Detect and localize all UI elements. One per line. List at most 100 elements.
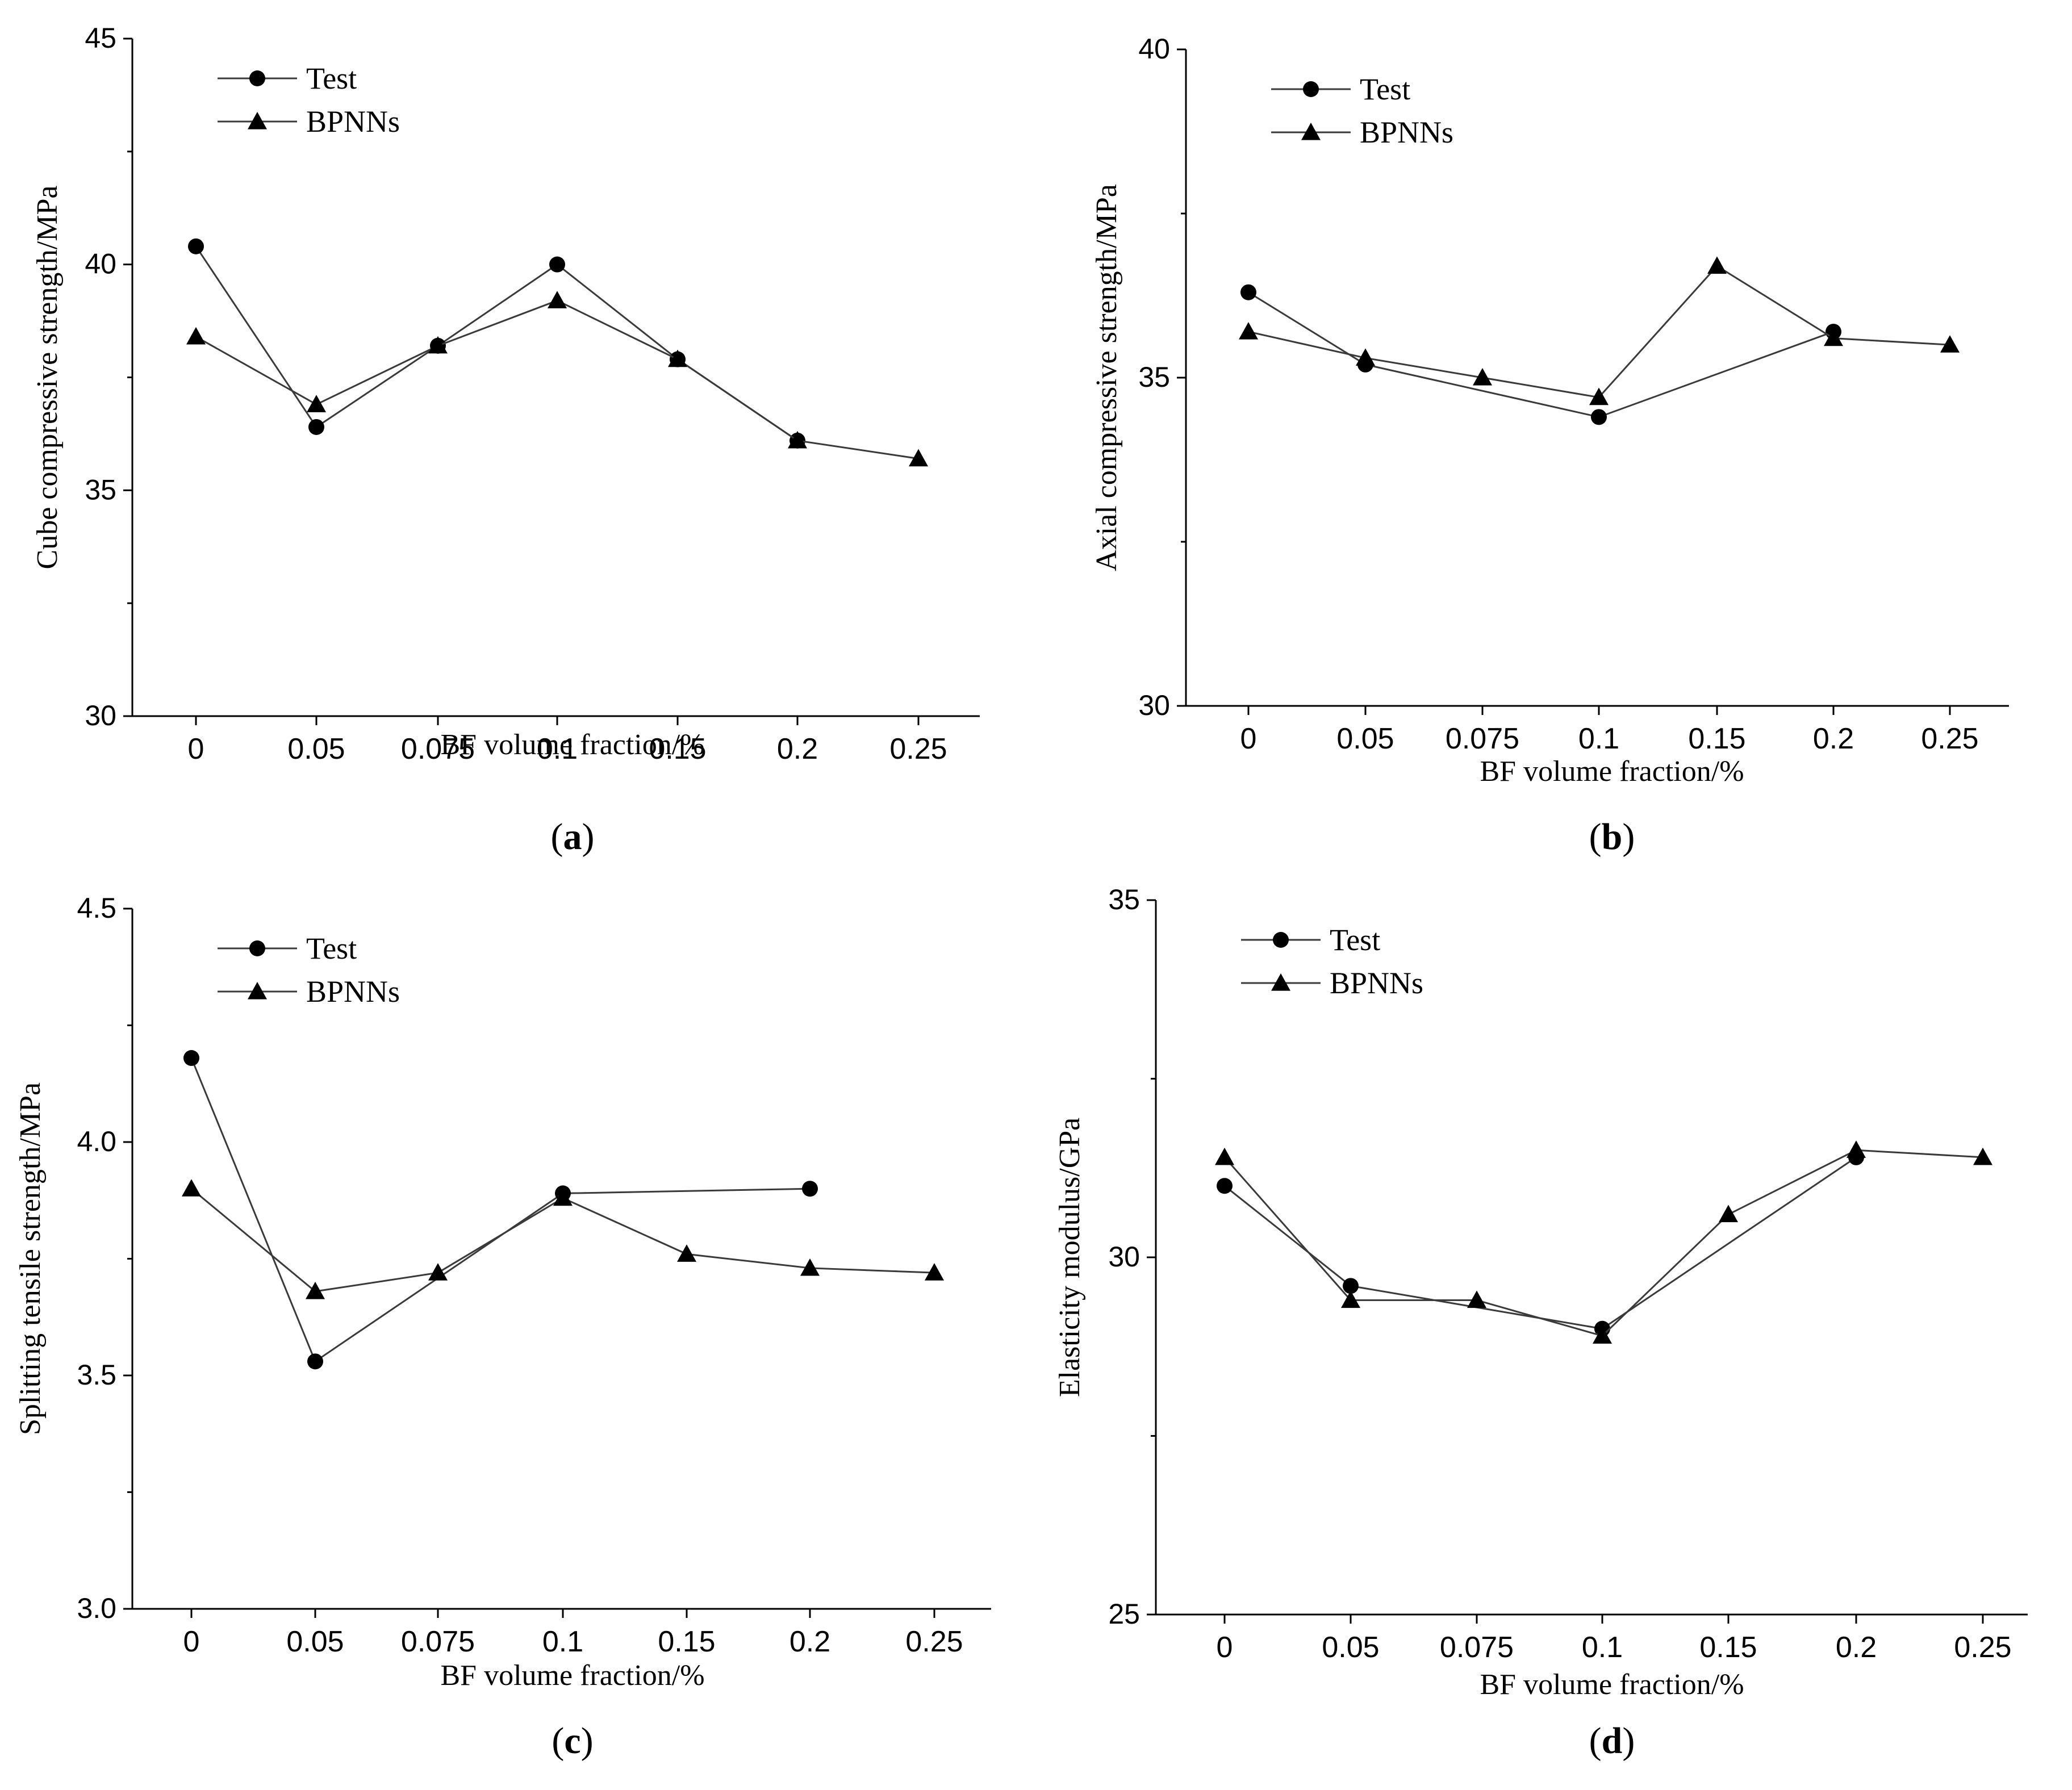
- x-tick-label: 0.2: [1813, 722, 1854, 755]
- data-point-triangle: [1341, 1290, 1360, 1308]
- legend: Test BPNNs: [1271, 72, 1453, 149]
- data-point-circle: [188, 238, 204, 254]
- legend-label: Test: [306, 931, 357, 965]
- y-tick-label: 30: [1138, 689, 1170, 721]
- x-tick-label: 0.05: [1336, 722, 1394, 755]
- y-tick-label: 35: [85, 474, 116, 505]
- x-tick-label: 0.1: [1582, 1631, 1623, 1664]
- x-axis-title: BF volume fraction/%: [1480, 755, 1744, 788]
- data-point-triangle: [1593, 1326, 1612, 1344]
- y-axis-title: Elasticity modulus/GPa: [1054, 1118, 1086, 1398]
- panel-label: (a): [551, 816, 595, 858]
- y-tick-label: 4.0: [77, 1126, 116, 1157]
- chart-panel-c: 3.0 3.5 4.0 4.5 0 0.05 0.075 0.1 0.15 0.2 0.25 BF v…: [14, 892, 991, 1762]
- data-point-circle: [308, 419, 324, 435]
- x-tick-label: 0.2: [789, 1625, 830, 1658]
- legend-label: BPNNs: [1330, 966, 1423, 1000]
- legend-circle-marker: [249, 940, 265, 956]
- legend-label: Test: [1330, 923, 1380, 957]
- series-bpnns: [186, 291, 928, 467]
- x-tick-label: 0.1: [537, 733, 578, 766]
- data-point-circle: [307, 1353, 323, 1370]
- data-point-triangle: [553, 1188, 573, 1206]
- legend-label: BPNNs: [306, 975, 400, 1009]
- panel-label: (b): [1589, 816, 1635, 858]
- y-tick-label: 30: [1108, 1241, 1140, 1273]
- x-tick-label: 0.15: [1699, 1631, 1757, 1664]
- x-axis-title: BF volume fraction/%: [440, 1659, 704, 1692]
- data-point-triangle: [677, 1244, 696, 1262]
- panel-label: (c): [552, 1720, 593, 1762]
- data-point-triangle: [668, 349, 687, 367]
- x-tick-label: 0.2: [1836, 1631, 1877, 1664]
- x-tick-label: 0.1: [1578, 722, 1619, 755]
- y-axis-title: Splitting tensile strength/MPa: [14, 1082, 47, 1435]
- y-axis-title: Cube compressive strength/MPa: [31, 186, 64, 570]
- data-point-triangle: [306, 1282, 325, 1299]
- data-point-triangle: [1707, 256, 1727, 274]
- data-point-circle: [1591, 409, 1607, 425]
- legend-circle-marker: [1273, 932, 1289, 948]
- x-tick-label: 0.15: [649, 733, 706, 766]
- legend-circle-marker: [249, 70, 265, 86]
- x-tick-label: 0: [183, 1625, 200, 1658]
- data-point-triangle: [428, 336, 448, 354]
- x-tick-label: 0.15: [1688, 722, 1745, 755]
- legend-circle-marker: [1303, 81, 1319, 97]
- x-axis-title: BF volume fraction/%: [440, 729, 704, 761]
- x-tick-label: 0.075: [401, 1625, 475, 1658]
- x-tick-label: 0.25: [1954, 1631, 2011, 1664]
- y-tick-label: 40: [1138, 33, 1170, 65]
- x-tick-label: 0: [1240, 722, 1257, 755]
- legend-triangle-marker: [1271, 973, 1290, 991]
- x-tick-label: 0.15: [658, 1625, 715, 1658]
- y-tick-label: 40: [85, 248, 116, 280]
- data-point-circle: [1343, 1278, 1359, 1294]
- data-point-triangle: [909, 449, 928, 467]
- data-point-circle: [802, 1181, 818, 1197]
- data-point-triangle: [186, 327, 206, 345]
- data-point-triangle: [1824, 328, 1843, 346]
- data-point-triangle: [1847, 1140, 1866, 1158]
- x-tick-label: 0: [188, 733, 204, 766]
- legend: Test BPNNs: [218, 931, 400, 1009]
- x-tick-label: 0.05: [1322, 1631, 1379, 1664]
- data-point-triangle: [1215, 1147, 1234, 1165]
- data-point-triangle: [548, 291, 567, 308]
- data-point-triangle: [800, 1258, 820, 1276]
- legend-triangle-marker: [248, 982, 267, 999]
- series-bpnns: [1239, 256, 1960, 405]
- data-point-circle: [1240, 284, 1256, 300]
- legend-label: BPNNs: [306, 104, 400, 139]
- data-point-circle: [549, 256, 565, 273]
- legend-triangle-marker: [1301, 123, 1321, 140]
- data-point-circle: [1217, 1178, 1233, 1194]
- x-tick-label: 0.2: [777, 733, 818, 766]
- data-point-triangle: [1467, 1290, 1486, 1308]
- data-point-triangle: [307, 395, 326, 412]
- legend-triangle-marker: [248, 112, 267, 129]
- data-point-triangle: [428, 1263, 448, 1281]
- legend: Test BPNNs: [1241, 923, 1423, 1000]
- data-point-triangle: [925, 1263, 944, 1281]
- y-tick-label: 25: [1108, 1598, 1140, 1630]
- data-point-triangle: [1239, 322, 1258, 340]
- data-point-triangle: [1473, 368, 1492, 386]
- data-point-triangle: [182, 1179, 201, 1197]
- x-tick-label: 0.25: [889, 733, 947, 766]
- series-bpnns: [1215, 1140, 1992, 1344]
- x-tick-label: 0.05: [287, 733, 345, 766]
- legend: Test BPNNs: [218, 61, 400, 139]
- data-point-triangle: [1356, 348, 1375, 366]
- y-tick-label: 4.5: [77, 892, 116, 924]
- y-tick-label: 35: [1108, 884, 1140, 915]
- data-point-circle: [183, 1050, 199, 1067]
- x-tick-label: 0.075: [401, 733, 475, 766]
- y-tick-label: 30: [85, 700, 116, 731]
- y-axis-title: Axial compressive strength/MPa: [1091, 184, 1123, 571]
- series-bpnns: [182, 1179, 944, 1299]
- x-tick-label: 0.25: [905, 1625, 963, 1658]
- x-tick-label: 0: [1217, 1631, 1233, 1664]
